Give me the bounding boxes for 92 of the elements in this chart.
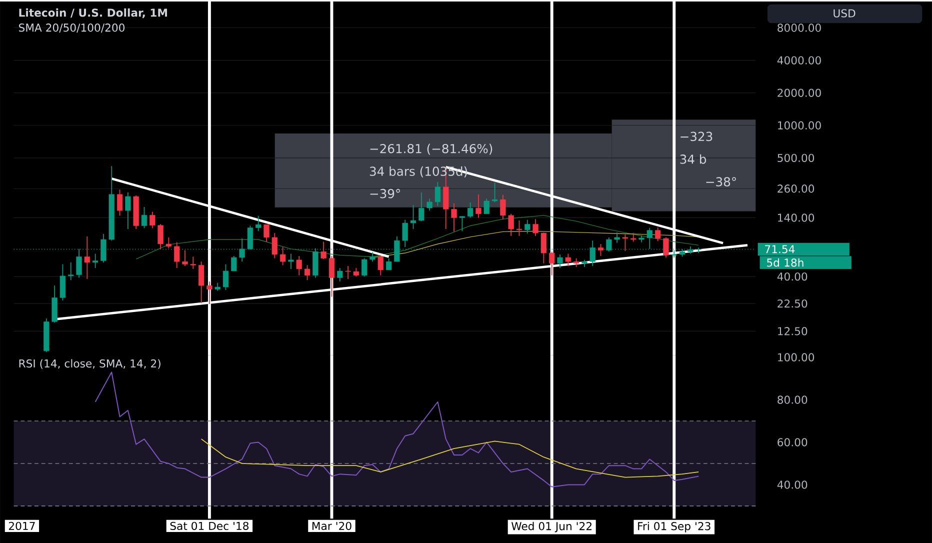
text: USD [834,9,856,18]
candlestick [206,280,212,304]
candlestick [296,255,302,276]
y-tick-label: 2000.00 [778,88,821,97]
y-tick-label: 140.00 [778,213,814,222]
candlestick [622,234,628,252]
chart-title: RSI (14, close, SMA, 14, 2) [19,359,160,369]
candlestick [524,219,530,234]
candlestick [492,182,498,202]
candlestick [370,252,376,262]
candlestick [410,204,416,230]
candlestick [182,250,188,266]
annotation: 34 b [680,154,706,164]
candlestick [222,264,229,290]
candlestick [508,213,514,236]
y-tick-label: 80.00 [778,396,808,404]
text: 5d 18h [767,258,804,267]
candlestick [166,236,172,249]
candlestick [434,181,441,206]
annotation: −261.81 (−81.46%) [370,144,492,155]
text: Litecoin / U.S. Dollar, 1M [19,8,167,18]
candlestick [68,262,74,280]
candlestick [386,258,392,270]
y-tick-label: 260.00 [778,184,814,193]
text: SMA 20/50/100/200 [18,23,125,32]
candlestick [256,215,262,232]
x-tick-label: Mar '20 [312,522,352,530]
x-tick-label: Fri 01 Sep '23 [638,522,710,532]
y-tick-label: 500.00 [778,154,814,162]
candlestick [272,232,278,259]
candlestick [150,211,156,228]
y-tick-label: 1000.00 [778,121,821,130]
line-series [200,438,700,478]
candlestick [116,188,123,216]
candlestick [614,232,620,244]
candlestick [426,198,432,211]
ref-line-label: 71.54 [765,245,795,254]
candlestick [264,224,270,242]
x-tick-label: Sat 01 Dec '18 [170,522,249,530]
candlestick [467,202,474,218]
candlestick [557,254,563,268]
candlestick [190,256,196,270]
candlestick [280,246,286,266]
candlestick [549,251,555,276]
line-series [136,214,699,260]
candlestick [565,253,571,266]
candlestick [516,220,522,236]
candlestick [84,236,90,280]
candlestick [141,206,148,228]
candlestick [328,255,335,298]
candlestick [500,194,506,220]
y-tick-label: 8000.00 [778,24,821,32]
candlestick [540,232,547,264]
y-tick-label: 60.00 [778,438,808,446]
candlestick [158,224,164,250]
annotation: −323 [680,132,712,141]
candlestick [418,192,424,222]
x-tick-label: Wed 01 Jun '22 [511,522,592,532]
candlestick [451,202,457,232]
candlestick [288,253,294,270]
candlestick [646,227,653,250]
y-tick-label: 40.00 [777,480,808,489]
candlestick [320,241,326,260]
candlestick [125,192,131,230]
y-tick-label: 40.00 [777,272,808,280]
line-series [94,371,700,488]
candlestick [598,243,604,256]
candlestick [484,198,490,214]
candlestick [476,194,482,218]
candlestick [345,265,351,280]
candlestick [654,226,661,242]
candlestick [663,236,669,258]
x-tick-label: 2017 [8,522,35,530]
y-tick-label: 100.00 [778,353,814,362]
annotation: −39° [370,188,400,198]
candlestick [532,218,538,236]
candlestick [198,260,204,304]
candlestick [378,255,384,276]
candlestick [231,255,237,272]
candlestick [362,258,368,277]
y-tick-label: 12.50 [778,326,808,336]
candlestick [337,267,343,282]
y-tick-label: 4000.00 [777,56,821,64]
candlestick [304,264,310,280]
candlestick [92,253,98,268]
candlestick [459,215,466,232]
candlestick [52,284,58,323]
y-tick-label: 22.50 [778,299,808,308]
candlestick [174,242,180,268]
candlestick [402,219,408,248]
annotation: −38° [706,176,736,186]
candlestick [60,264,66,301]
